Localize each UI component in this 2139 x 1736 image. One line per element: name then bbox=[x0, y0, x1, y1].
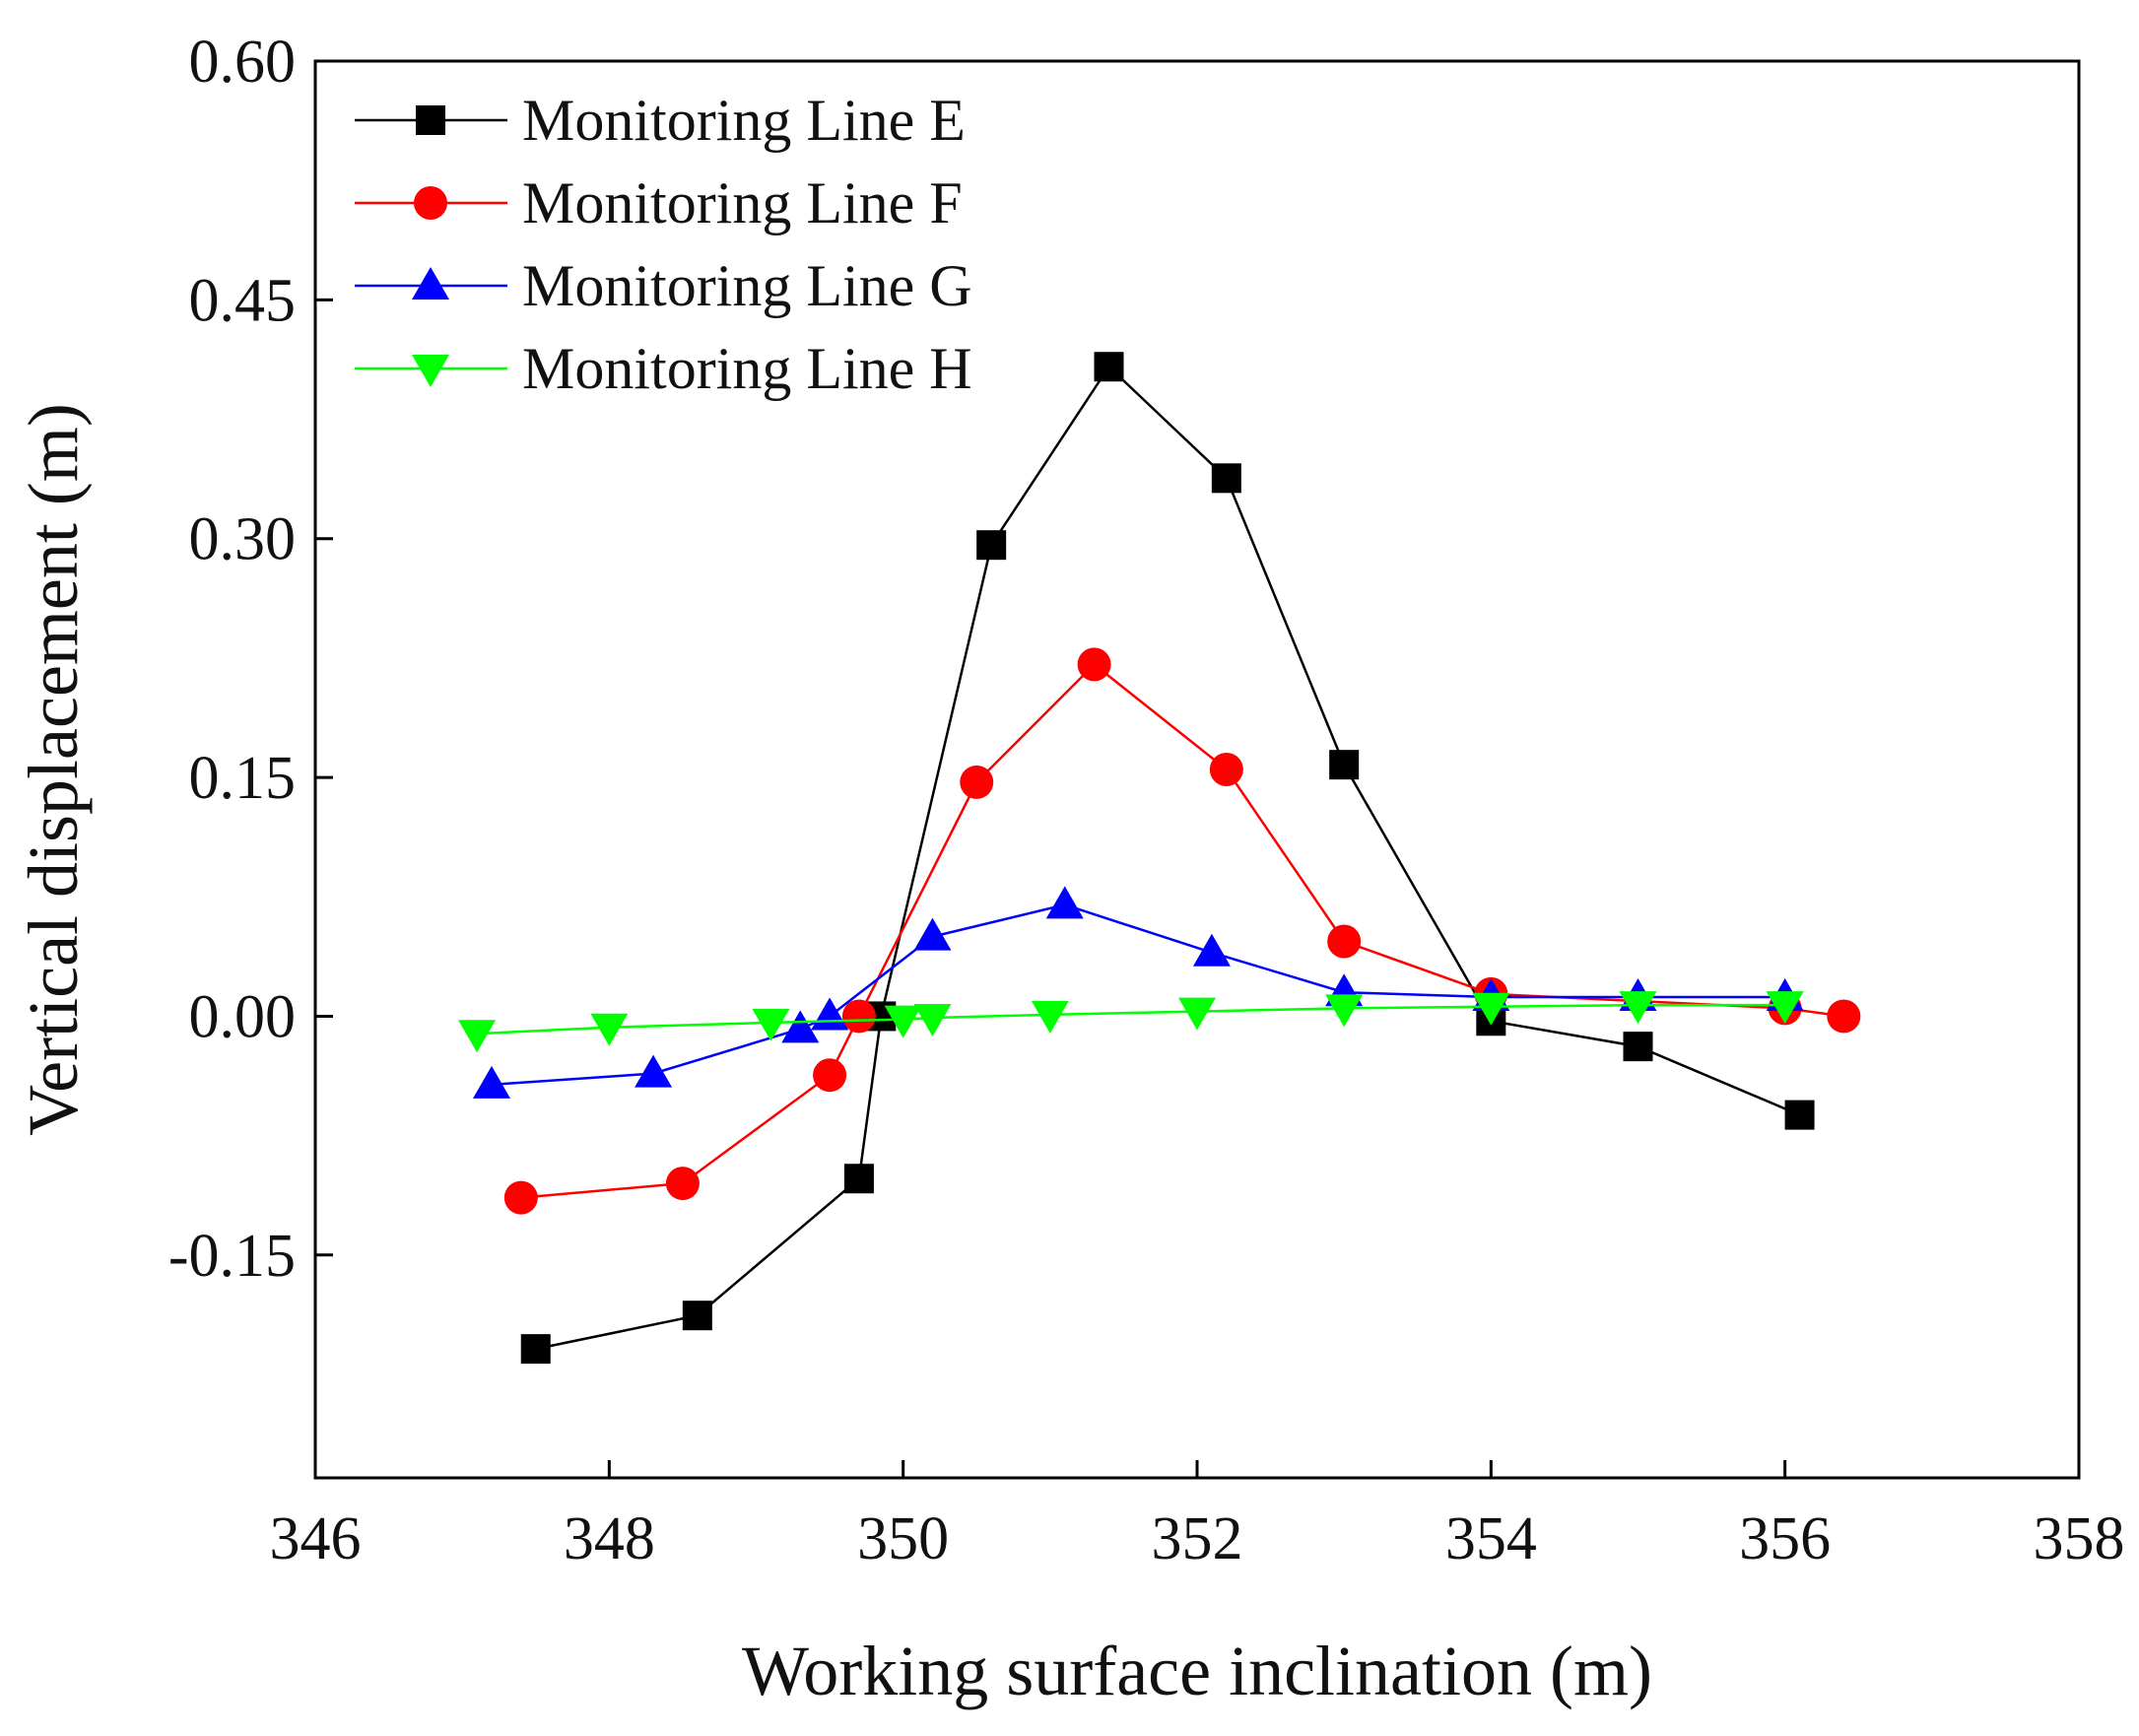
data-point bbox=[458, 1020, 497, 1053]
data-point bbox=[1211, 463, 1241, 494]
legend-marker bbox=[412, 355, 449, 387]
data-point bbox=[976, 530, 1007, 561]
data-point bbox=[1045, 886, 1084, 919]
series-line-monitoring-line-e bbox=[535, 365, 1801, 1351]
data-point bbox=[473, 1065, 510, 1099]
data-point bbox=[665, 1167, 700, 1201]
y-tick-label: 0.15 bbox=[189, 745, 297, 812]
data-point bbox=[1325, 994, 1364, 1028]
legend-label: Monitoring Line E bbox=[522, 88, 966, 153]
data-point bbox=[503, 1180, 538, 1215]
y-tick-label: 0.30 bbox=[189, 506, 297, 573]
data-point bbox=[781, 1010, 820, 1043]
y-tick-label: 0.00 bbox=[189, 983, 297, 1050]
legend-marker bbox=[416, 105, 445, 135]
data-point bbox=[913, 917, 952, 951]
data-point bbox=[635, 1054, 673, 1088]
series-line-monitoring-line-h bbox=[477, 1003, 1785, 1035]
legend: Monitoring Line E Monitoring Line F Monito… bbox=[355, 88, 972, 401]
legend-marker bbox=[412, 267, 449, 300]
data-point bbox=[1209, 753, 1243, 786]
axis-ticks: 346 348 350 352 354 356 358 -0.15 0.00 0.15 0.30 0.… bbox=[168, 29, 2125, 1572]
y-tick-label: 0.60 bbox=[189, 29, 297, 96]
legend-item-monitoring-line-e: Monitoring Line E bbox=[355, 88, 966, 153]
legend-marker bbox=[414, 186, 447, 220]
data-point bbox=[1766, 991, 1804, 1025]
data-point bbox=[1827, 999, 1861, 1034]
data-point bbox=[1192, 933, 1231, 967]
legend-label: Monitoring Line F bbox=[522, 170, 963, 235]
data-point bbox=[841, 999, 876, 1034]
data-point bbox=[1623, 1032, 1653, 1062]
y-tick-label: 0.45 bbox=[189, 267, 297, 334]
series-line-monitoring-line-f bbox=[520, 662, 1844, 1199]
data-point bbox=[1094, 352, 1124, 382]
legend-label: Monitoring Line H bbox=[522, 336, 972, 401]
data-point bbox=[1178, 997, 1216, 1031]
series-monitoring-line-h bbox=[458, 991, 1804, 1053]
data-point bbox=[913, 1004, 952, 1037]
series-line-monitoring-line-g bbox=[491, 903, 1785, 1087]
series-group bbox=[458, 352, 1861, 1365]
data-point bbox=[1472, 992, 1510, 1026]
data-point bbox=[1619, 991, 1657, 1025]
data-point bbox=[752, 1008, 790, 1041]
data-point bbox=[682, 1301, 712, 1331]
x-tick-label: 352 bbox=[1152, 1505, 1243, 1572]
x-axis-title: Working surface inclination (m) bbox=[742, 1632, 1652, 1710]
data-point bbox=[1327, 924, 1362, 959]
data-point bbox=[884, 1005, 922, 1038]
x-tick-label: 346 bbox=[270, 1505, 362, 1572]
series-monitoring-line-g bbox=[473, 886, 1804, 1099]
data-point bbox=[1077, 647, 1111, 682]
legend-label: Monitoring Line G bbox=[522, 253, 972, 318]
x-tick-label: 348 bbox=[564, 1505, 655, 1572]
x-tick-label: 358 bbox=[2034, 1505, 2125, 1572]
data-point bbox=[960, 765, 994, 799]
series-monitoring-line-e bbox=[520, 352, 1815, 1365]
y-tick-label: -0.15 bbox=[168, 1223, 296, 1290]
data-point bbox=[1031, 1000, 1069, 1034]
data-point bbox=[1784, 1100, 1815, 1130]
data-point bbox=[590, 1013, 629, 1046]
data-point bbox=[520, 1334, 551, 1365]
legend-item-monitoring-line-h: Monitoring Line H bbox=[355, 336, 972, 401]
x-tick-label: 354 bbox=[1445, 1505, 1537, 1572]
legend-item-monitoring-line-f: Monitoring Line F bbox=[355, 170, 963, 235]
series-monitoring-line-f bbox=[503, 647, 1861, 1215]
data-point bbox=[843, 1164, 874, 1194]
legend-item-monitoring-line-g: Monitoring Line G bbox=[355, 253, 972, 318]
x-tick-label: 356 bbox=[1739, 1505, 1831, 1572]
data-point bbox=[813, 1058, 847, 1093]
x-tick-label: 350 bbox=[857, 1505, 949, 1572]
data-point bbox=[1329, 750, 1360, 780]
y-axis-title: Vertical displacement (m) bbox=[14, 403, 93, 1136]
